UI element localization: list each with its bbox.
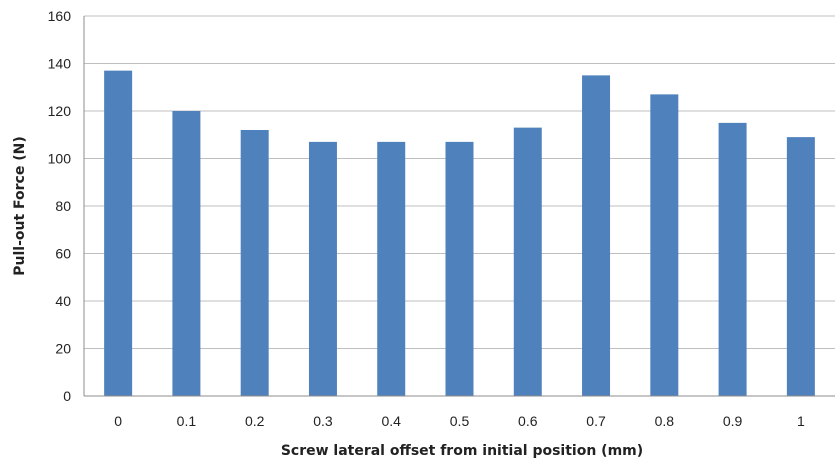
bar [582,75,611,396]
x-tick-label: 0.8 [655,413,675,429]
bar [650,94,679,396]
bar [445,141,474,396]
x-tick-label: 0.4 [381,413,401,429]
y-tick-label: 40 [55,293,71,309]
y-tick-label: 0 [63,388,71,404]
x-tick-label: 0.7 [586,413,606,429]
y-tick-label: 20 [55,341,71,357]
x-tick-label: 0 [114,413,122,429]
bar [718,122,747,396]
x-tick-label: 0.3 [313,413,333,429]
y-tick-label: 120 [48,103,72,119]
bar [377,141,406,396]
y-tick-labels: 0 20 40 60 80 100 120 140 160 [48,8,72,404]
x-tick-labels: 0 0.1 0.2 0.3 0.4 0.5 0.6 0.7 0.8 0.9 1 [114,413,805,429]
bars [104,70,815,396]
y-axis-title: Pull-out Force (N) [12,136,28,276]
y-tick-label: 80 [55,198,71,214]
bar [240,130,269,396]
x-tick-label: 0.6 [518,413,538,429]
y-tick-label: 140 [48,56,72,72]
x-tick-label: 0.5 [450,413,470,429]
x-tick-label: 0.1 [177,413,197,429]
bar [308,141,337,396]
bar [172,111,201,396]
x-tick-label: 1 [797,413,805,429]
bar [104,70,133,396]
x-axis-title: Screw lateral offset from initial positi… [281,443,643,459]
y-tick-label: 60 [55,246,71,262]
bar [786,137,815,396]
x-tick-label: 0.2 [245,413,265,429]
y-tick-label: 160 [48,8,72,24]
y-tick-label: 100 [48,151,72,167]
bar [513,127,542,396]
x-tick-label: 0.9 [723,413,743,429]
